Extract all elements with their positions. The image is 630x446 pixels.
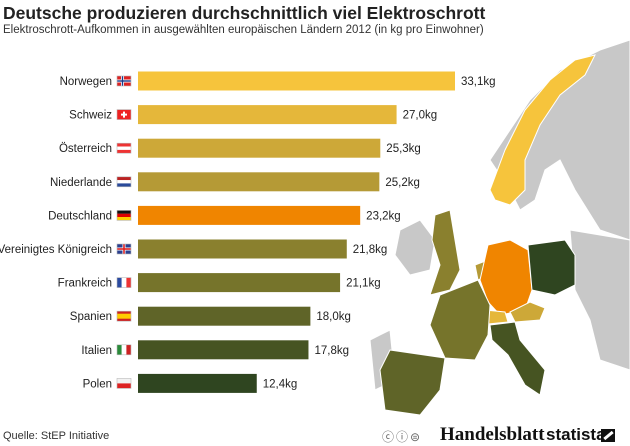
flag-ch-icon	[116, 109, 132, 120]
category-label: Schweiz	[69, 110, 112, 122]
value-label: 25,2kg	[385, 177, 420, 189]
handelsblatt-logo[interactable]: Handelsblatt	[440, 424, 545, 445]
flag-pl-icon	[116, 378, 132, 389]
category-label: Deutschland	[48, 210, 112, 222]
bar	[138, 340, 309, 360]
flag-it-icon	[116, 344, 132, 356]
bar-chart: Norwegen 33,1kg Schweiz 27,0kg Österreich 25,…	[0, 71, 496, 393]
bar	[138, 105, 397, 125]
value-label: 21,1kg	[346, 278, 381, 290]
source-note: Quelle: StEP Initiative	[3, 430, 110, 442]
value-label: 21,8kg	[353, 244, 388, 256]
value-label: 17,8kg	[314, 345, 349, 357]
flag-at-icon	[116, 142, 132, 154]
bar	[138, 239, 347, 259]
category-label: Italien	[81, 345, 112, 357]
category-label: Niederlande	[50, 177, 112, 189]
value-label: 33,1kg	[461, 76, 496, 88]
statista-logo-icon	[601, 429, 615, 442]
flag-es-icon	[116, 310, 132, 322]
bar	[138, 71, 455, 91]
statista-logo[interactable]: statista	[546, 425, 606, 444]
flag-no-icon	[116, 75, 132, 87]
flag-gb-icon	[116, 243, 132, 255]
value-label: 23,2kg	[366, 210, 401, 222]
flag-nl-icon	[116, 176, 132, 188]
bar	[138, 172, 380, 192]
category-label: Polen	[83, 378, 112, 390]
bar	[138, 306, 311, 326]
chart-subtitle: Elektroschrott-Aufkommen in ausgewählten…	[3, 24, 484, 36]
bar	[138, 273, 341, 293]
category-label: Spanien	[70, 311, 112, 323]
value-label: 12,4kg	[263, 378, 298, 390]
creative-commons-icon: ⓒⓘ⊜	[382, 430, 423, 444]
bar	[138, 138, 381, 158]
category-label: Österreich	[59, 143, 112, 155]
bar	[138, 373, 257, 393]
flag-fr-icon	[116, 277, 132, 288]
value-label: 27,0kg	[403, 110, 438, 122]
category-label: Norwegen	[60, 76, 112, 88]
bar	[138, 205, 361, 225]
value-label: 18,0kg	[316, 311, 351, 323]
category-label: Vereinigtes Königreich	[0, 244, 112, 256]
flag-de-icon	[116, 210, 132, 221]
chart-title: Deutsche produzieren durchschnittlich vi…	[3, 3, 486, 23]
category-label: Frankreich	[58, 278, 112, 290]
value-label: 25,3kg	[386, 143, 421, 155]
europe-map	[360, 40, 630, 420]
